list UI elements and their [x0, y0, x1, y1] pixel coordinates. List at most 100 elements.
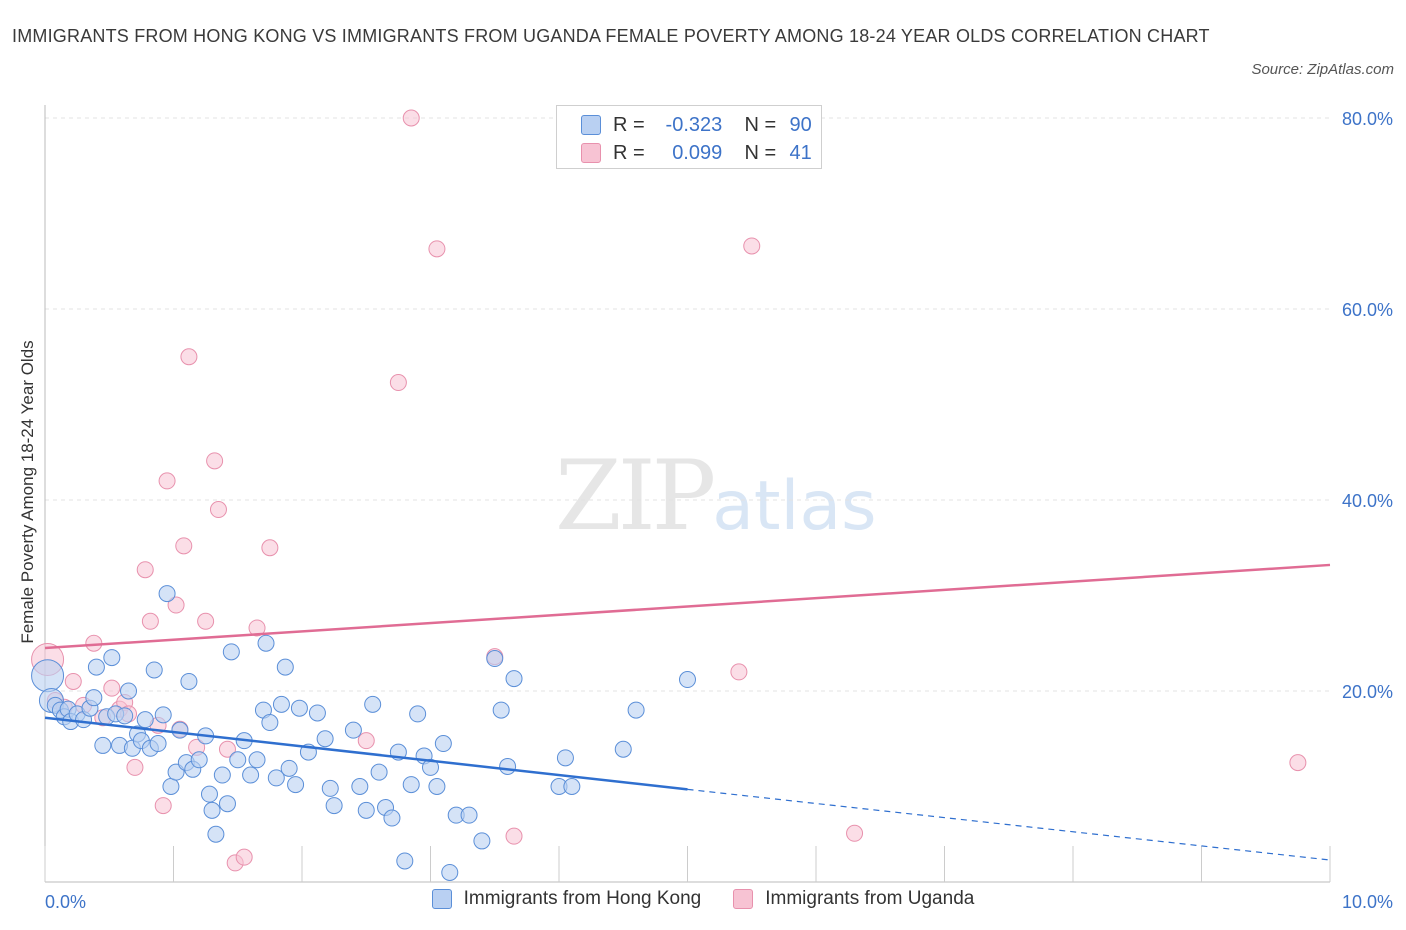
hong-kong-point — [492, 701, 510, 719]
legend-label-uganda: Immigrants from Uganda — [765, 888, 975, 909]
hong-kong-point — [409, 705, 427, 723]
uganda-point — [730, 663, 748, 681]
hong-kong-point — [563, 778, 581, 795]
uganda-point — [167, 596, 185, 614]
hong-kong-swatch — [581, 115, 601, 135]
n-label: N = — [744, 113, 777, 136]
hong-kong-point — [441, 863, 459, 881]
hong-kong-point — [287, 776, 305, 794]
hong-kong-point — [428, 778, 446, 795]
uganda-point — [126, 758, 144, 776]
hong-kong-point — [87, 658, 105, 676]
watermark-zip: ZIP — [555, 440, 716, 552]
legend-row-uganda: R = 0.099 N = 41 — [581, 138, 812, 168]
uganda-swatch — [581, 143, 601, 163]
hong-kong-point — [154, 706, 172, 724]
hong-kong-point — [203, 801, 221, 819]
legend-row-hong-kong: R = -0.323 N = 90 — [581, 110, 812, 140]
hong-kong-point — [344, 721, 362, 739]
hong-kong-point — [679, 671, 696, 689]
r-label: R = — [613, 113, 645, 136]
hong-kong-trendline — [44, 716, 688, 791]
hong-kong-point — [213, 766, 231, 784]
legend-label-hong-kong: Immigrants from Hong Kong — [463, 888, 702, 909]
y-tick-label: 80.0% — [1342, 109, 1393, 129]
series-legend: Immigrants from Hong Kong Immigrants fro… — [0, 888, 1406, 910]
uganda-point — [357, 732, 375, 750]
hong-kong-point — [325, 797, 343, 815]
hong-kong-point — [422, 758, 439, 776]
hong-kong-point — [370, 763, 388, 781]
hong-kong-point — [136, 711, 154, 729]
hong-kong-point — [257, 634, 275, 652]
hong-kong-point — [357, 801, 375, 819]
uganda-point — [85, 634, 103, 652]
uganda-point — [218, 740, 236, 758]
watermark-atlas: atlas — [712, 467, 877, 546]
hong-kong-point — [460, 806, 478, 824]
y-tick-label: 20.0% — [1342, 682, 1393, 702]
uganda-point — [197, 612, 215, 630]
hong-kong-point — [556, 749, 574, 767]
hong-kong-point — [486, 650, 504, 668]
uganda-point — [154, 797, 172, 815]
hong-kong-point — [248, 751, 266, 769]
hong-kong-point — [505, 670, 523, 688]
hong-kong-point — [116, 707, 134, 725]
y-tick-label: 40.0% — [1342, 491, 1393, 511]
hong-kong-point — [272, 695, 290, 713]
uganda-point — [180, 348, 198, 366]
uganda-point — [248, 619, 266, 637]
n-label: N = — [744, 141, 777, 164]
uganda-point — [103, 679, 121, 697]
hong-kong-point — [222, 643, 240, 661]
zipatlas-watermark: ZIPatlas — [555, 440, 877, 552]
hong-kong-point — [120, 682, 138, 700]
uganda-point — [389, 374, 407, 392]
hong-kong-point — [276, 658, 294, 676]
uganda-point — [402, 109, 420, 127]
r-value: -0.323 — [665, 113, 723, 136]
chart-title: IMMIGRANTS FROM HONG KONG VS IMMIGRANTS … — [12, 26, 1210, 46]
hong-kong-point — [242, 766, 260, 784]
hong-kong-point — [499, 757, 517, 775]
hong-kong-swatch — [431, 889, 452, 909]
hong-kong-point — [351, 778, 369, 795]
y-tick-label: 60.0% — [1342, 300, 1393, 320]
uganda-point — [428, 240, 446, 258]
hong-kong-point — [149, 735, 167, 753]
hong-kong-trendline-extension — [687, 788, 1331, 861]
hong-kong-point — [383, 809, 401, 827]
hong-kong-point — [200, 785, 218, 803]
x-tick-label: 0.0% — [45, 892, 86, 912]
hong-kong-point — [158, 585, 176, 603]
hong-kong-point — [145, 661, 163, 679]
r-label: R = — [613, 141, 645, 164]
n-value: 90 — [789, 113, 812, 136]
uganda-point — [209, 501, 227, 519]
hong-kong-point — [171, 721, 189, 739]
y-axis-label: Female Poverty Among 18-24 Year Olds — [18, 340, 37, 644]
hong-kong-point — [402, 776, 420, 794]
hong-kong-point — [627, 701, 645, 719]
hong-kong-point — [162, 778, 180, 795]
uganda-point — [261, 539, 279, 557]
uganda-swatch — [733, 889, 754, 909]
n-value: 41 — [789, 141, 812, 164]
legend-item-uganda: Immigrants from Uganda — [733, 888, 974, 910]
uganda-point — [141, 612, 159, 630]
hong-kong-point — [614, 740, 632, 758]
hong-kong-point — [290, 699, 308, 717]
hong-kong-point — [31, 659, 65, 693]
uganda-point — [1289, 754, 1307, 772]
correlation-legend: R = -0.323 N = 90 R = 0.099 N = 41 — [556, 105, 822, 169]
uganda-point — [158, 472, 176, 490]
hong-kong-point — [207, 825, 225, 843]
uganda-point — [505, 827, 523, 845]
hong-kong-point — [94, 736, 112, 754]
hong-kong-point — [218, 795, 236, 813]
legend-item-hong-kong: Immigrants from Hong Kong — [431, 888, 702, 910]
hong-kong-point — [180, 672, 198, 690]
uganda-point — [846, 824, 864, 842]
